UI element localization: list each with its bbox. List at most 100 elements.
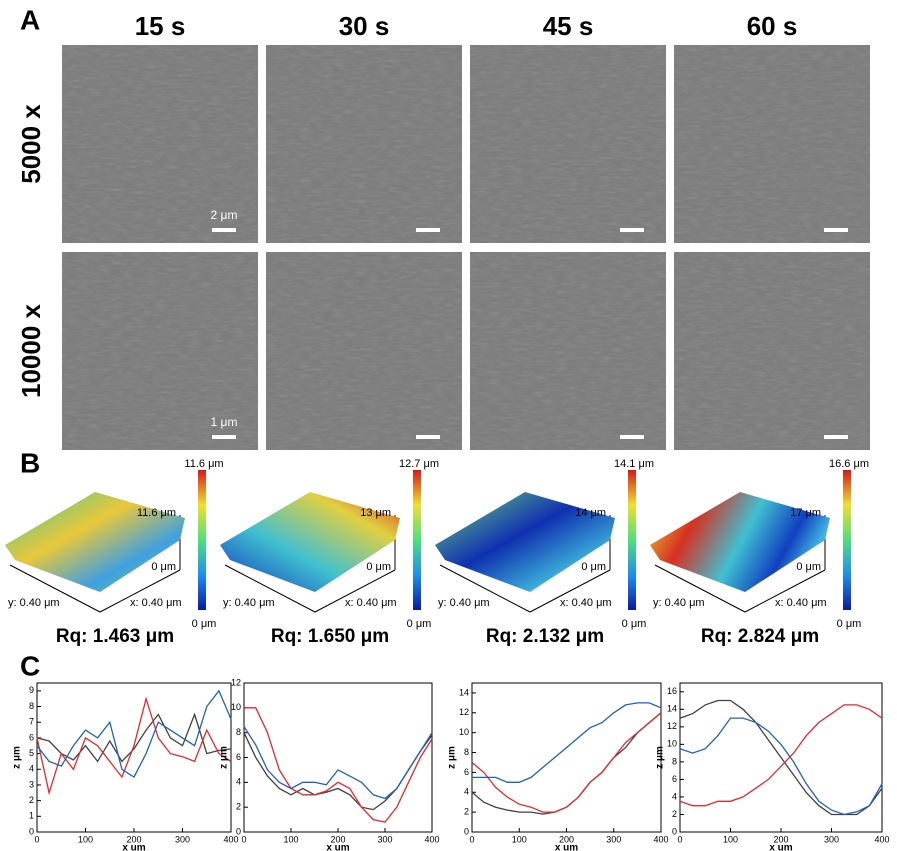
y-tick-label: 10 — [667, 739, 677, 749]
y-tick-label: 0 — [29, 826, 34, 836]
row-header: 5000 x — [16, 104, 46, 184]
x-tick-label: 100 — [723, 834, 738, 844]
z-min-label: 0 μm — [581, 561, 606, 573]
colorbar-max: 14.1 μm — [614, 458, 654, 470]
surface-plot — [435, 492, 615, 592]
surface-axes — [224, 564, 396, 613]
colorbar-min: 0 μm — [622, 618, 647, 630]
y-axis-label: y: 0.40 μm — [8, 597, 60, 609]
surface-plot — [5, 492, 185, 592]
y-tick-label: 0 — [672, 826, 677, 836]
y-tick-label: 6 — [672, 774, 677, 784]
y-tick-label: 5 — [29, 748, 34, 758]
y-axis-label: y: 0.40 μm — [438, 597, 490, 609]
y-tick-label: 4 — [464, 787, 469, 797]
x-tick-label: 200 — [126, 834, 141, 844]
z-max-label: 11.6 μm — [137, 507, 176, 519]
x-axis-label: x: 0.40 μm — [130, 597, 182, 609]
y-tick-label: 2 — [672, 809, 677, 819]
sem-texture — [674, 45, 870, 243]
x-tick-label: 0 — [469, 834, 474, 844]
panel-label: C — [20, 650, 40, 681]
y-tick-label: 4 — [672, 791, 677, 801]
y-axis-label: y: 0.40 μm — [653, 597, 705, 609]
sem-texture — [470, 252, 666, 450]
scale-bar-label: 1 μm — [211, 415, 238, 429]
x-tick-label: 400 — [223, 834, 238, 844]
y-axis-title: z μm — [447, 746, 458, 769]
sem-texture — [266, 45, 462, 243]
column-header: 45 s — [543, 11, 594, 41]
scale-bar — [824, 228, 848, 232]
colorbar-max: 11.6 μm — [184, 458, 223, 470]
data-line — [471, 712, 662, 813]
y-tick-label: 8 — [464, 747, 469, 757]
data-line — [36, 696, 232, 796]
surface-plot — [650, 492, 830, 592]
colorbar — [198, 470, 206, 610]
y-tick-label: 8 — [29, 701, 34, 711]
x-axis-label: x: 0.40 μm — [345, 597, 397, 609]
y-tick-label: 14 — [667, 704, 677, 714]
y-tick-label: 4 — [29, 764, 34, 774]
sem-texture — [62, 45, 258, 243]
z-min-label: 0 μm — [796, 561, 821, 573]
z-min-label: 0 μm — [151, 561, 176, 573]
y-tick-label: 8 — [672, 756, 677, 766]
x-tick-label: 0 — [677, 834, 682, 844]
y-tick-label: 10 — [459, 727, 469, 737]
x-tick-label: 300 — [377, 834, 392, 844]
y-tick-label: 6 — [236, 752, 241, 762]
sem-texture — [266, 252, 462, 450]
surface-axes — [654, 564, 826, 613]
x-axis-title: x um — [326, 843, 349, 851]
y-tick-label: 0 — [236, 826, 241, 836]
rq-label: Rq: 1.650 μm — [271, 626, 389, 647]
y-tick-label: 7 — [29, 717, 34, 727]
y-axis-title: z μm — [12, 746, 23, 769]
y-tick-label: 16 — [667, 686, 677, 696]
x-tick-label: 0 — [34, 834, 39, 844]
x-tick-label: 300 — [606, 834, 621, 844]
data-line — [679, 699, 883, 816]
colorbar-min: 0 μm — [192, 618, 217, 630]
data-line — [472, 702, 662, 783]
z-min-label: 0 μm — [366, 561, 391, 573]
colorbar-min: 0 μm — [407, 618, 432, 630]
y-tick-label: 10 — [231, 702, 241, 712]
scale-bar — [620, 435, 644, 439]
data-line — [679, 717, 883, 816]
x-tick-label: 400 — [424, 834, 439, 844]
sem-texture — [62, 252, 258, 450]
scale-bar — [416, 435, 440, 439]
y-axis-label: y: 0.40 μm — [223, 597, 275, 609]
column-header: 15 s — [135, 11, 186, 41]
x-axis-label: x: 0.40 μm — [775, 597, 827, 609]
z-max-label: 17 μm — [790, 507, 821, 519]
y-tick-label: 6 — [464, 767, 469, 777]
scale-bar — [212, 228, 236, 232]
colorbar — [413, 470, 421, 610]
colorbar-max: 16.6 μm — [829, 458, 869, 470]
x-tick-label: 400 — [874, 834, 889, 844]
y-axis-title: z μm — [219, 746, 230, 769]
y-tick-label: 2 — [236, 802, 241, 812]
surface-axes — [439, 564, 611, 613]
x-tick-label: 200 — [330, 834, 345, 844]
scale-bar — [212, 435, 236, 439]
rq-label: Rq: 2.824 μm — [701, 626, 819, 647]
data-line — [471, 712, 662, 815]
rq-label: Rq: 1.463 μm — [56, 626, 174, 647]
x-tick-label: 100 — [283, 834, 298, 844]
z-max-label: 14 μm — [575, 507, 606, 519]
x-tick-label: 300 — [175, 834, 190, 844]
y-tick-label: 0 — [464, 826, 469, 836]
colorbar-min: 0 μm — [837, 618, 862, 630]
x-axis-title: x um — [555, 843, 578, 851]
data-line — [243, 732, 433, 811]
x-tick-label: 200 — [559, 834, 574, 844]
data-line — [244, 707, 433, 823]
panel-label: A — [20, 4, 40, 35]
z-max-label: 13 μm — [360, 507, 391, 519]
